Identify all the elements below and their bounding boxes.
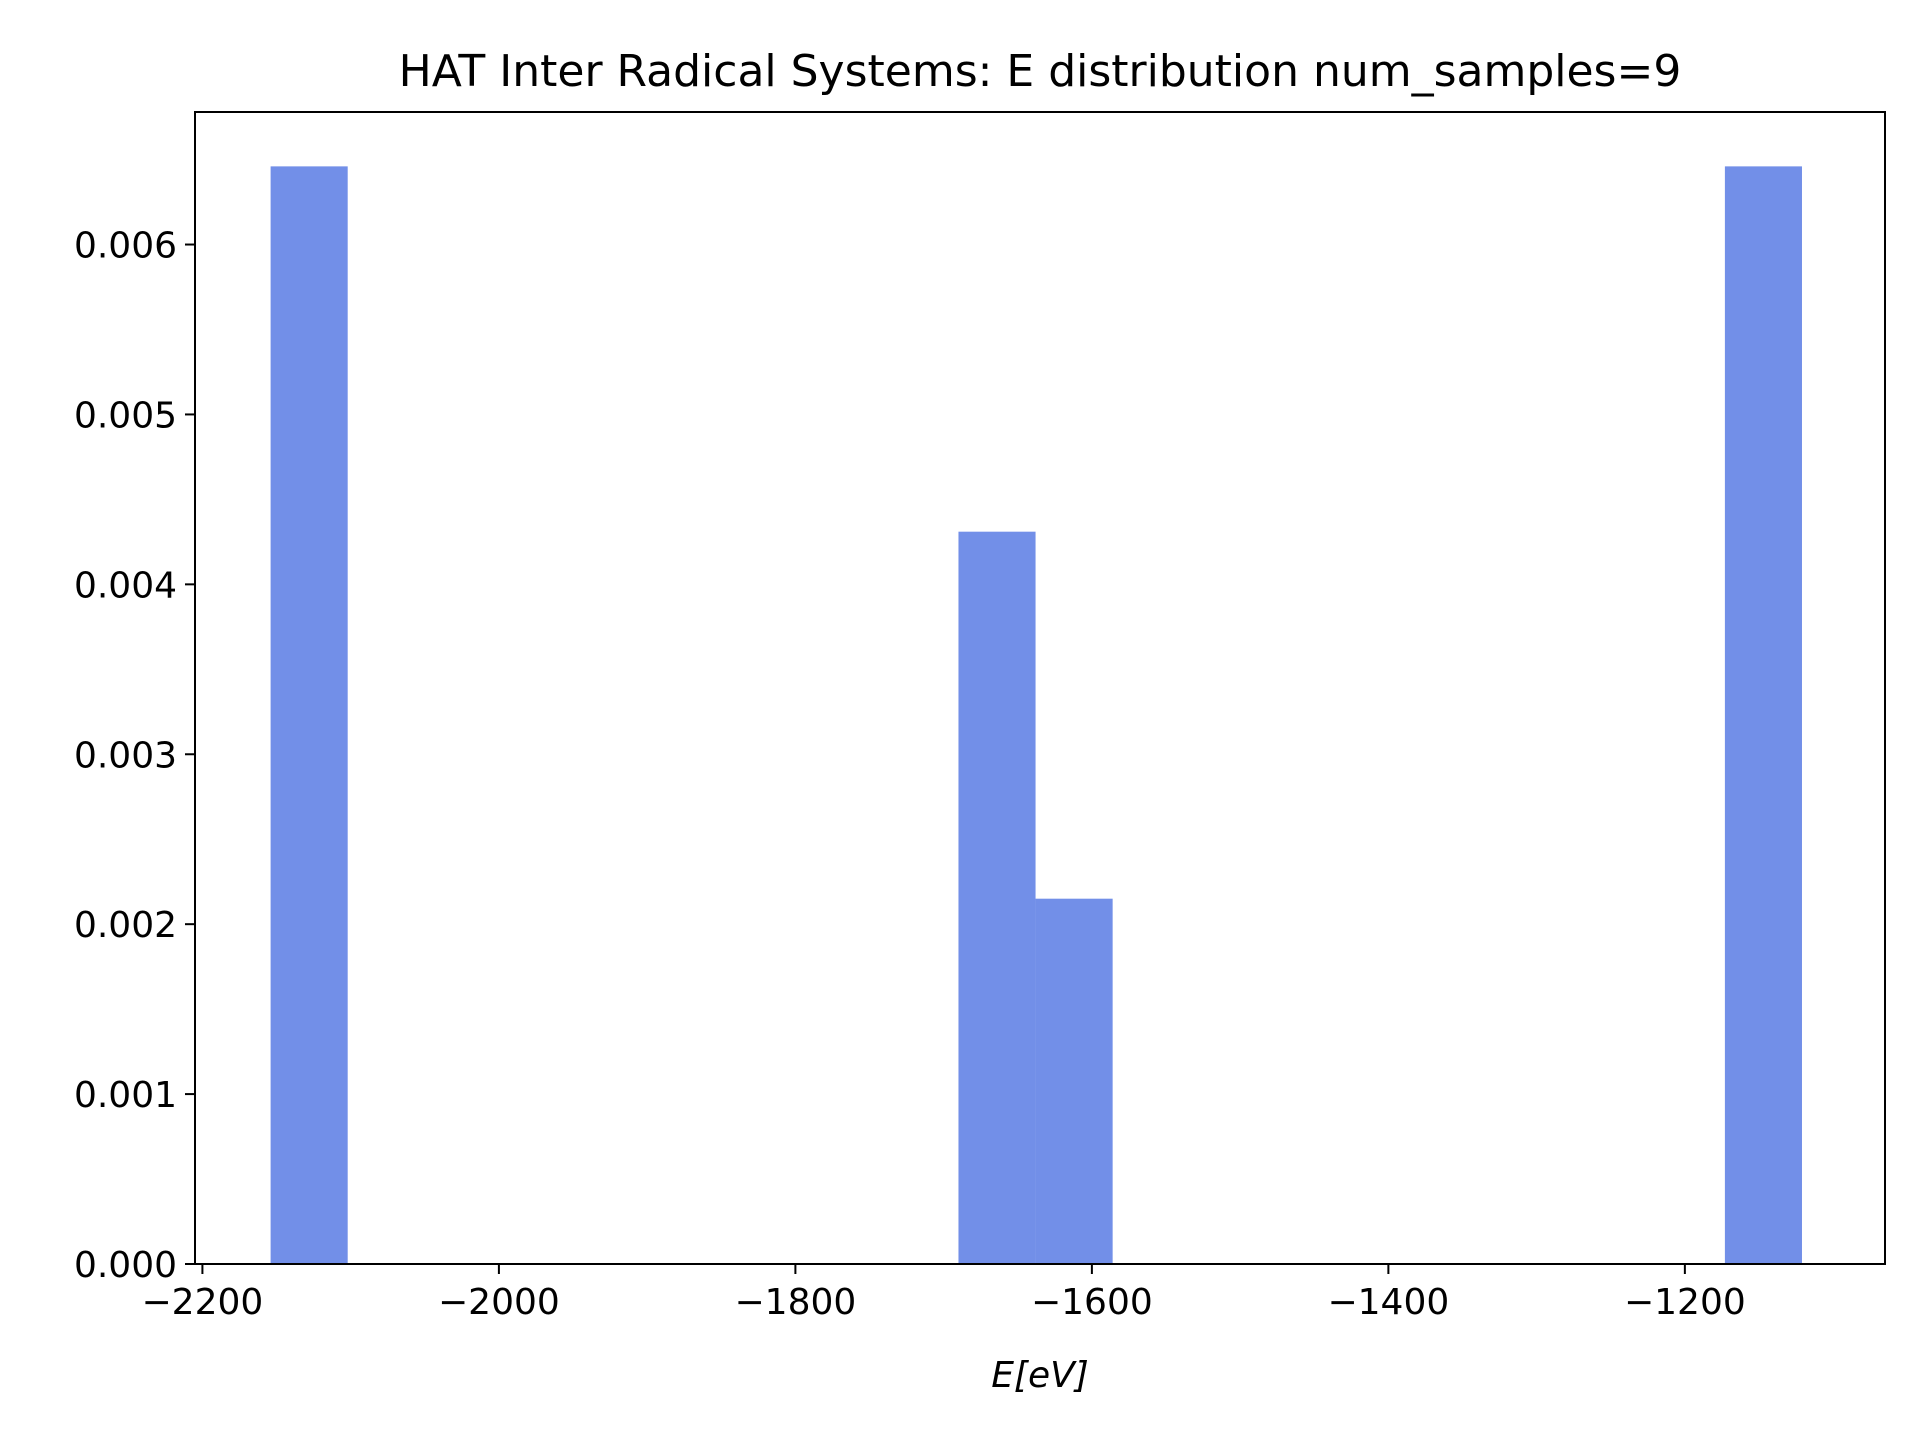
y-tick-label: 0.003 (74, 735, 177, 776)
x-tick-label: −1600 (1031, 1282, 1153, 1323)
bars-layer (270, 166, 1802, 1264)
histogram-bar-3 (1724, 166, 1802, 1264)
y-tick-label: 0.000 (74, 1245, 177, 1286)
x-ticks-layer: −2200 −2000 −1800 −1600 −1400 −1200 (142, 1264, 1746, 1323)
x-tick-label: −1200 (1624, 1282, 1746, 1323)
x-tick-label: −2000 (438, 1282, 560, 1323)
histogram-bar-0 (270, 166, 348, 1264)
histogram-bar-1 (958, 531, 1036, 1264)
y-tick-label: 0.001 (74, 1075, 177, 1116)
y-tick-label: 0.004 (74, 565, 177, 606)
y-tick-label: 0.006 (74, 226, 177, 267)
x-tick-label: −1800 (735, 1282, 857, 1323)
y-ticks-layer: 0.000 0.001 0.002 0.003 0.004 0.005 0.006 (74, 226, 195, 1286)
chart-title: HAT Inter Radical Systems: E distributio… (399, 46, 1682, 97)
plot-area-frame (194, 111, 1886, 1265)
histogram-bar-2 (1035, 898, 1113, 1264)
y-tick-label: 0.005 (74, 395, 177, 436)
y-tick-label: 0.002 (74, 905, 177, 946)
x-tick-label: −1400 (1327, 1282, 1449, 1323)
x-axis-label: E[eV] (991, 1355, 1089, 1396)
x-tick-label: −2200 (142, 1282, 264, 1323)
